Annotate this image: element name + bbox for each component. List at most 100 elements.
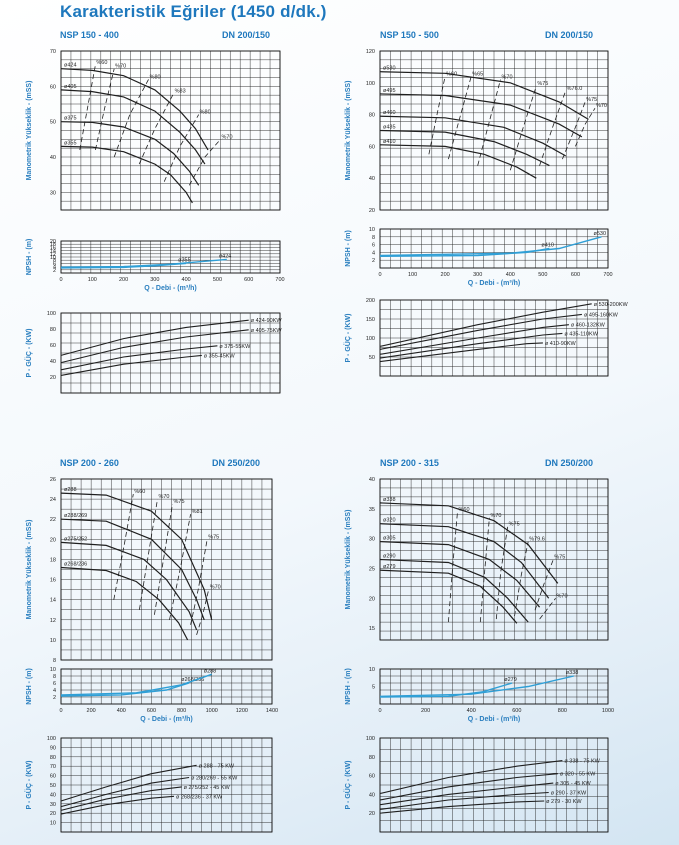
y-tick-label: 5 [372, 685, 375, 691]
power-curve [379, 760, 563, 795]
y-tick-label: 6 [53, 261, 56, 267]
head-curve [60, 145, 193, 204]
power-curve [379, 303, 592, 347]
x-tick-label: 600 [571, 272, 580, 278]
chart-model-title: NSP 200 - 260 [60, 458, 119, 468]
efficiency-label: %79.6 [529, 537, 545, 543]
power-curve-label: ø 320 - 55 KW [560, 772, 596, 778]
head-curve [60, 121, 200, 186]
x-tick-label: 1000 [206, 708, 218, 714]
x-tick-label: 0 [378, 272, 381, 278]
npsh-curve-label: ø424 [219, 253, 232, 259]
y-tick-label: 70 [50, 764, 56, 770]
power-panel: 20 40 60 80 100 ø 338 - 75 KW ø 320 - 55 KW ø 3… [366, 736, 609, 833]
power-curve [60, 776, 190, 808]
efficiency-label: %81 [192, 509, 203, 515]
power-curve-label: ø 338 - 75 KW [564, 759, 600, 765]
head-curve [379, 93, 583, 138]
x-tick-label: 600 [147, 708, 156, 714]
efficiency-label: %60 [446, 71, 457, 77]
x-tick-label: 700 [275, 277, 284, 283]
efficiency-curve [448, 76, 472, 160]
impeller-diameter-label: ø275/252 [64, 536, 87, 542]
power-panel: 20 40 60 80 100 ø 424-90KW ø 405-75KW ø 375-55K… [47, 311, 282, 394]
power-curve-label: ø 460-132KW [571, 323, 606, 329]
impeller-diameter-label: ø288 [64, 487, 77, 493]
x-tick-label: 200 [119, 277, 128, 283]
y-tick-label: 40 [50, 155, 56, 161]
power-curve-label: ø 280/269 - 55 KW [191, 775, 238, 781]
x-axis-label: Q - Debi - (m³/h) [144, 285, 197, 292]
efficiency-curve [138, 93, 174, 165]
y-tick-label: 80 [369, 755, 375, 761]
npsh-axis-label: NPSH - (m) [345, 668, 352, 705]
head-curve [60, 541, 198, 631]
x-tick-label: 300 [150, 277, 159, 283]
x-tick-label: 600 [512, 708, 521, 714]
x-tick-label: 100 [88, 277, 97, 283]
y-tick-label: 10 [369, 227, 375, 233]
x-tick-label: 200 [441, 272, 450, 278]
x-tick-label: 500 [213, 277, 222, 283]
efficiency-curve [534, 559, 554, 611]
y-tick-label: 6 [372, 243, 375, 249]
y-tick-label: 2 [372, 258, 375, 264]
y-tick-label: 8 [53, 674, 56, 680]
y-tick-label: 20 [50, 239, 56, 245]
efficiency-curve [539, 598, 556, 620]
efficiency-curve [163, 114, 200, 182]
power-curve-label: ø 435-110KW [564, 331, 598, 337]
y-tick-label: 22 [50, 517, 56, 523]
head-curve [379, 541, 541, 608]
efficiency-label: %70 [222, 134, 233, 140]
y-tick-label: 150 [366, 317, 375, 323]
y-tick-label: 20 [369, 208, 375, 214]
y-tick-label: 4 [372, 250, 375, 256]
power-curve-label: ø 410-90KW [545, 341, 577, 347]
x-tick-label: 0 [378, 708, 381, 714]
plot-frame [60, 737, 273, 833]
x-tick-label: 400 [117, 708, 126, 714]
impeller-diameter-label: ø495 [383, 88, 396, 94]
y-tick-label: 80 [369, 113, 375, 119]
efficiency-curve [154, 504, 173, 615]
npsh-curve-label: ø410 [541, 243, 554, 249]
impeller-diameter-label: ø435 [383, 125, 396, 131]
chart-dn-label: DN 250/200 [545, 458, 593, 468]
head-curve [379, 129, 550, 167]
y-tick-label: 100 [366, 81, 375, 87]
y-tick-label: 25 [369, 566, 375, 572]
y-tick-label: 60 [369, 774, 375, 780]
npsh-axis-label: NPSH - (m) [345, 230, 352, 267]
head-axis-label: Manometrik Yükseklik - (mSS) [345, 81, 352, 181]
efficiency-curve [169, 514, 191, 620]
efficiency-curve [448, 511, 458, 623]
power-curve [379, 791, 549, 810]
chart-dn-label: DN 250/200 [212, 458, 260, 468]
efficiency-curve [188, 139, 221, 186]
power-curve [60, 795, 175, 815]
efficiency-curve [479, 517, 490, 623]
head-axis-label: Manometrik Yükseklik - (mSS) [26, 520, 33, 620]
efficiency-label: %70 [210, 585, 221, 591]
head-curve [60, 518, 205, 621]
efficiency-curve [539, 90, 567, 166]
y-tick-label: 20 [50, 811, 56, 817]
impeller-diameter-label: ø355 [64, 140, 77, 146]
y-tick-label: 2 [53, 695, 56, 701]
power-curve-label: ø 290 - 37 KW [551, 791, 587, 797]
y-tick-label: 15 [369, 626, 375, 632]
x-tick-label: 1200 [236, 708, 248, 714]
x-tick-label: 0 [59, 277, 62, 283]
y-tick-label: 60 [50, 343, 56, 349]
chart-dn-label: DN 200/150 [222, 30, 270, 40]
impeller-diameter-label: ø305 [383, 536, 396, 542]
plot-frame [60, 50, 281, 211]
power-curve-label: ø 495-160KW [584, 312, 619, 318]
efficiency-label: %65 [472, 71, 483, 77]
x-tick-label: 700 [603, 272, 612, 278]
efficiency-curve [477, 79, 501, 166]
power-curve [379, 332, 563, 359]
y-tick-label: 70 [50, 49, 56, 55]
